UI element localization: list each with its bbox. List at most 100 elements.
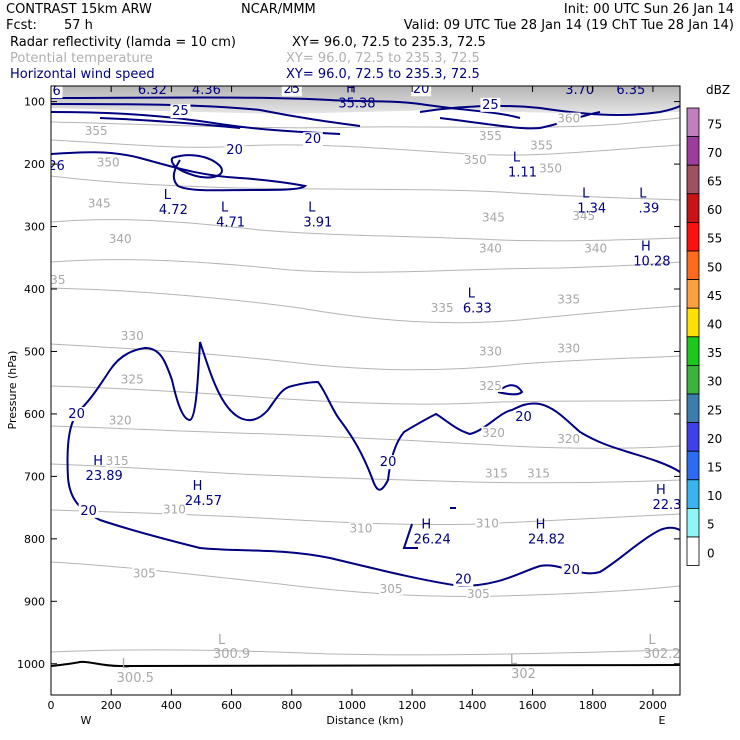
- colorbar-level-label: 60: [707, 203, 722, 217]
- y-axis-label: Pressure (hPa): [6, 351, 19, 430]
- theta-line-label: 320: [482, 426, 505, 440]
- wind-label-bg: [170, 104, 191, 119]
- colorbar-level-label: 15: [707, 461, 722, 475]
- wind-label-bg: [51, 86, 63, 99]
- header: CONTRAST 15km ARW NCAR/MMM Init: 00 UTC …: [6, 2, 734, 82]
- wind-label-bg: [561, 563, 582, 578]
- plot-background: [51, 86, 680, 695]
- theta-label-bg: [87, 197, 112, 210]
- colorbar-swatch: [686, 507, 700, 538]
- theta-contour-350: [51, 175, 680, 201]
- wind-extremum-value: 26.24: [414, 533, 451, 548]
- wind-line-label: 25: [172, 104, 189, 119]
- theta-labels: 355 355 355 360 350 350 350 345 345 345 340 340 340 3…: [51, 112, 680, 686]
- wind-extremum-kind: L: [582, 187, 590, 202]
- theta-contour-302: [51, 649, 680, 656]
- wind-extremum-kind: H: [346, 82, 356, 97]
- theta-label-bg: [51, 273, 67, 286]
- colorbar-swatch: [686, 450, 700, 481]
- theta-label-bg: [120, 373, 145, 386]
- colorbar-swatch: [686, 250, 700, 281]
- wind-extremum-value: 23.89: [86, 469, 123, 484]
- theta-label-bg: [478, 345, 503, 358]
- colorbar-level-label: 40: [707, 318, 722, 332]
- x-tick-label: 1200: [398, 699, 426, 712]
- wind-label-bg: [513, 410, 534, 425]
- colorbar-level-label: 0: [707, 546, 715, 560]
- colorbar-swatch: [686, 336, 700, 366]
- theta-contour-360: [51, 117, 680, 129]
- colorbar-swatch: [686, 422, 700, 452]
- wind-extremum-value: 24.82: [528, 533, 565, 548]
- wind-extremum-kind: L: [45, 144, 53, 159]
- theta-line-label: 355: [85, 124, 108, 138]
- theta-line-label: 345: [88, 197, 111, 211]
- y-tick-label: 200: [24, 158, 45, 171]
- theta-label-bg: [475, 517, 500, 530]
- field-xy-wind: XY= 96.0, 72.5 to 235.3, 72.5: [286, 67, 480, 82]
- theta-line-label: 355: [530, 138, 553, 152]
- wind-line-label: 25: [482, 98, 499, 113]
- y-tick-label: 600: [24, 408, 45, 421]
- theta-line-label: 320: [109, 413, 132, 427]
- theta-line-label: 350: [97, 155, 120, 169]
- theta-line-label: 330: [557, 341, 580, 355]
- colorbar-swatch: [686, 307, 700, 338]
- wind-label-bg: [66, 407, 87, 422]
- theta-line-label: 305: [467, 587, 490, 601]
- theta-label-bg: [538, 162, 563, 175]
- colorbar-swatch: [686, 107, 700, 138]
- organization-label: NCAR/MMM: [241, 2, 316, 17]
- wind-extremum-kind: L: [513, 150, 521, 165]
- wind-contour-20-upper-left: [51, 151, 308, 192]
- x-tick-label: 200: [101, 699, 122, 712]
- theta-extremum-kind: L: [648, 633, 656, 648]
- field-xy-reflectivity: XY= 96.0, 72.5 to 235.3, 72.5: [292, 35, 486, 50]
- theta-extremum-value: 300.5: [117, 671, 154, 686]
- figure-title: CONTRAST 15km ARW: [6, 2, 152, 17]
- theta-label-bg: [526, 467, 551, 480]
- colorbar-swatch: [686, 279, 700, 309]
- y-tick-label: 900: [24, 595, 45, 608]
- wind-label-bg: [453, 572, 474, 587]
- theta-label-bg: [478, 379, 503, 392]
- theta-label-bg: [108, 233, 133, 246]
- theta-line-label: 325: [479, 379, 502, 393]
- wind-label-bg: [78, 503, 99, 518]
- wind-extremum-kind: L: [621, 68, 629, 83]
- colorbar-level-label: 25: [707, 403, 722, 417]
- wind-line-label: 20: [68, 407, 85, 422]
- wind-extremum-kind: H: [93, 454, 103, 469]
- wind-extremum-kind: L: [221, 200, 229, 215]
- theta-label-bg: [571, 210, 596, 223]
- theta-line-label: 355: [479, 129, 502, 143]
- y-tick-label: 500: [24, 345, 45, 358]
- wind-extremum-kind: L: [197, 68, 205, 83]
- wind-line-label: 26: [44, 84, 61, 99]
- wind-line-label: 20: [455, 573, 472, 588]
- colorbar-swatch: [686, 479, 700, 509]
- wind-contour-25-upper: [51, 96, 521, 135]
- theta-contour-340: [51, 259, 680, 273]
- theta-extremum-kind: L: [218, 633, 226, 648]
- x-tick-label: 0: [48, 699, 55, 712]
- theta-line-label: 345: [482, 210, 505, 224]
- theta-label-bg: [481, 426, 506, 439]
- theta-line-label: 330: [121, 329, 144, 343]
- theta-label-bg: [556, 342, 581, 355]
- colorbar-level-label: 50: [707, 260, 722, 274]
- ground-line: [51, 660, 680, 668]
- theta-line-label: 305: [380, 582, 403, 596]
- field-xy-theta: XY= 96.0, 72.5 to 235.3, 72.5: [286, 51, 480, 66]
- theta-label-bg: [162, 503, 187, 516]
- wind-extremum-value: 10.28: [633, 255, 670, 270]
- theta-label-bg: [556, 433, 581, 446]
- colorbar-swatch: [686, 136, 700, 166]
- wind-extremum-value: 35.38: [338, 97, 375, 112]
- theta-label-bg: [120, 329, 145, 342]
- theta-contour-335: [51, 287, 680, 324]
- wind-contour-20-segment: [402, 507, 456, 549]
- theta-label-bg: [108, 414, 133, 427]
- wind-extremum-value: .26: [44, 159, 65, 174]
